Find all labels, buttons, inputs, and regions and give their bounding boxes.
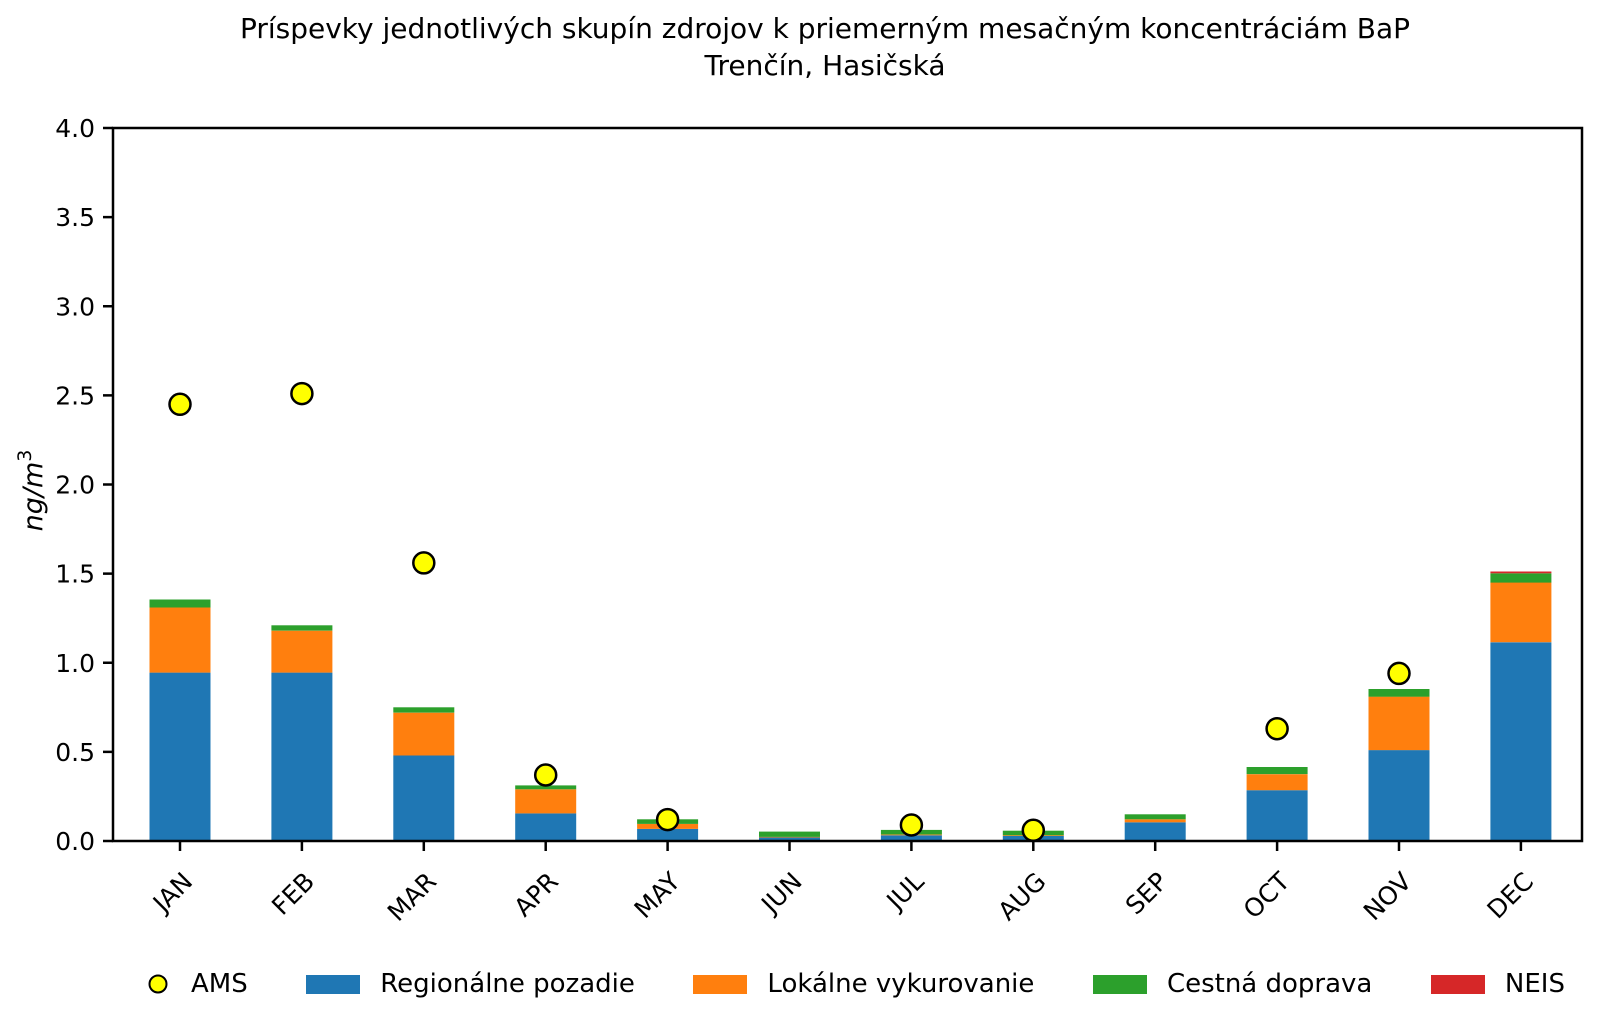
y-tick-label-1.0: 1.0 [55, 649, 95, 678]
y-tick-label-1.5: 1.5 [55, 560, 95, 589]
bar-segment-dec-region-lne-pozadie [1490, 642, 1552, 841]
bar-segment-dec-neis [1490, 571, 1552, 574]
chart-legend: AMS Regionálne pozadie Lokálne vykurovanie… [145, 968, 1565, 1000]
legend-item-region-lne-pozadie: Regionálne pozadie [306, 969, 635, 999]
ams-dot-apr [533, 763, 558, 787]
legend-swatch [1092, 975, 1147, 994]
ams-dot-feb [290, 381, 314, 406]
stacked-bar-chart: 0.0 0.5 1.0 1.5 2.0 2.5 3.0 3.5 4.0 JAN FEB MAR APR M… [14, 114, 1584, 927]
bar-segment-mar-region-lne-pozadie [393, 755, 455, 841]
bar-segment-jan-region-lne-pozadie [149, 672, 211, 841]
legend-item-ams: AMS [145, 969, 248, 999]
x-tick-label-jun: JUN [754, 867, 807, 920]
x-tick-label-dec: DEC [1482, 867, 1540, 925]
legend-item-neis: NEIS [1430, 969, 1565, 999]
legend-item-lok-lne-vykurovanie: Lokálne vykurovanie [693, 969, 1034, 999]
bar-segment-sep-lok-lne-vykurovanie [1124, 819, 1186, 823]
ams-dot-jan [168, 392, 192, 417]
bar-segment-apr-cestn-doprava [515, 785, 577, 790]
legend-label-ams: AMS [191, 969, 248, 999]
x-tick-label-aug: AUG [992, 867, 1051, 926]
legend-marker-circle [148, 974, 168, 994]
y-tick-label-2.5: 2.5 [55, 381, 95, 410]
legend-marker-swatch [1430, 975, 1485, 994]
bar-segment-dec-cestn-doprava [1490, 573, 1552, 583]
x-tick-label-nov: NOV [1358, 867, 1417, 926]
bar-segment-mar-cestn-doprava [393, 707, 455, 713]
bar-segment-oct-cestn-doprava [1246, 767, 1308, 775]
ams-dot-jul [899, 813, 924, 837]
y-tick-label-4.0: 4.0 [55, 114, 95, 143]
bar-segment-nov-lok-lne-vykurovanie [1368, 696, 1430, 751]
x-tick-label-sep: SEP [1120, 867, 1174, 921]
x-tick-label-mar: MAR [382, 867, 442, 927]
y-tick-label-0.0: 0.0 [55, 827, 95, 856]
legend-label-neis: NEIS [1504, 969, 1565, 999]
bar-segment-mar-lok-lne-vykurovanie [393, 712, 455, 756]
ams-dot-may [655, 807, 680, 832]
ams-dot-nov [1387, 661, 1411, 686]
bar-segment-apr-lok-lne-vykurovanie [515, 789, 577, 814]
y-tick-label-3.5: 3.5 [55, 203, 95, 232]
bar-segment-apr-region-lne-pozadie [515, 813, 577, 841]
bar-segment-nov-cestn-doprava [1368, 689, 1430, 697]
legend-marker-swatch [1092, 975, 1147, 994]
legend-label-cestn-doprava: Cestná doprava [1166, 969, 1373, 999]
legend-label-lok-lne-vykurovanie: Lokálne vykurovanie [767, 969, 1035, 999]
ams-dot-mar [412, 551, 436, 575]
bar-segment-jan-cestn-doprava [149, 599, 211, 608]
chart-title: Príspevky jednotlivých skupín zdrojov k … [239, 12, 1411, 45]
x-tick-label-apr: APR [508, 867, 564, 923]
y-tick-label-3.0: 3.0 [55, 292, 95, 321]
x-tick-label-jan: JAN [146, 867, 198, 919]
bar-segment-may-region-lne-pozadie [637, 828, 699, 841]
ams-dot-oct [1265, 716, 1289, 741]
plot-border [111, 126, 1584, 843]
y-tick-label-0.5: 0.5 [55, 738, 95, 767]
legend-swatch [306, 975, 361, 994]
bar-segment-feb-cestn-doprava [271, 625, 333, 631]
bar-segment-dec-lok-lne-vykurovanie [1490, 582, 1552, 643]
bar-segment-jun-lok-lne-vykurovanie [759, 836, 820, 838]
bar-segment-feb-lok-lne-vykurovanie [271, 630, 333, 673]
bar-segment-jun-region-lne-pozadie [759, 837, 820, 841]
x-tick-label-oct: OCT [1238, 866, 1296, 924]
y-axis-label: ng/m3 [14, 450, 49, 532]
bar-segment-nov-region-lne-pozadie [1368, 750, 1430, 841]
y-tick-label-2.0: 2.0 [55, 471, 95, 500]
bar-segment-oct-lok-lne-vykurovanie [1246, 774, 1308, 791]
bar-segment-jan-lok-lne-vykurovanie [149, 607, 211, 673]
x-tick-label-may: MAY [629, 866, 687, 924]
legend-item-cestn-doprava: Cestná doprava [1092, 969, 1373, 999]
legend-marker-swatch [693, 975, 748, 994]
bar-segment-sep-cestn-doprava [1124, 814, 1186, 820]
bar-segment-jun-cestn-doprava [759, 831, 820, 837]
bar-segment-feb-region-lne-pozadie [271, 672, 333, 841]
ams-dot-aug [1021, 818, 1046, 843]
x-tick-label-jul: JUL [880, 867, 930, 917]
legend-swatch [693, 975, 748, 994]
legend-swatch [1430, 975, 1485, 994]
chart-subtitle: Trenčín, Hasičská [704, 49, 946, 82]
legend-circle [148, 974, 168, 994]
bar-segment-sep-region-lne-pozadie [1124, 822, 1186, 841]
legend-label-region-lne-pozadie: Regionálne pozadie [380, 969, 635, 999]
bar-segment-oct-region-lne-pozadie [1246, 790, 1308, 841]
x-tick-label-feb: FEB [266, 867, 320, 921]
bar-segment-jul-region-lne-pozadie [880, 835, 942, 841]
legend-marker-swatch [306, 975, 361, 994]
